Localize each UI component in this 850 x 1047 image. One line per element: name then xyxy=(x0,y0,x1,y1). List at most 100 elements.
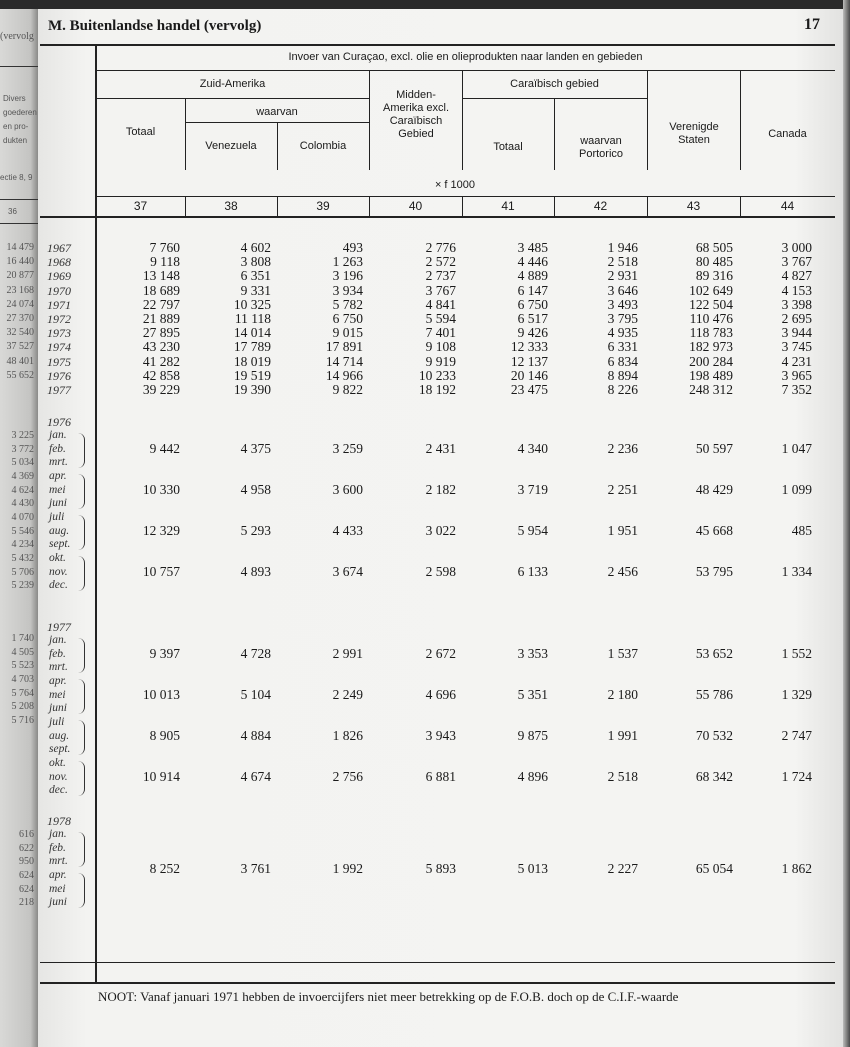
previous-page-column-heading: Divers goederen en pro- dukten xyxy=(3,92,37,148)
table-cell: 4 433 xyxy=(332,523,363,539)
previous-page-fragment: 5 706 xyxy=(11,566,35,578)
block-year-label: 1978 xyxy=(47,814,71,828)
table-cell: 2 931 xyxy=(607,268,638,284)
table-cell: 3 795 xyxy=(607,311,638,326)
table-cell: 3 000 xyxy=(781,240,812,255)
previous-page-fragment: 5 239 xyxy=(11,580,35,592)
month-label: feb. xyxy=(49,442,66,455)
table-cell: 55 786 xyxy=(695,687,733,703)
table-cell: 19 519 xyxy=(233,367,271,383)
previous-page-fragment: 1 740 xyxy=(11,633,35,644)
previous-page-section-fragment: ectie 8, 9 xyxy=(0,173,33,182)
table-cell: 485 xyxy=(791,523,812,539)
table-cell: 4 340 xyxy=(517,441,548,457)
block-year-label: 1977 xyxy=(47,620,71,634)
previous-page-fragment: 55 652 xyxy=(6,369,35,381)
divider xyxy=(0,223,38,224)
table-cell: 182 973 xyxy=(689,339,733,355)
table-cell: 3 808 xyxy=(240,254,271,270)
table-cell: 1 946 xyxy=(607,240,638,255)
column-divider xyxy=(462,70,463,170)
table-cell: 4 674 xyxy=(240,769,271,785)
table-cell: 3 943 xyxy=(425,728,456,744)
table-cell: 4 841 xyxy=(425,296,456,312)
table-cell: 4 153 xyxy=(781,282,812,298)
table-cell: 1 552 xyxy=(781,646,812,662)
table-cell: 18 192 xyxy=(418,382,456,397)
table-cell: 3 398 xyxy=(781,296,812,312)
month-label: apr. xyxy=(49,469,67,482)
table-cell: 5 893 xyxy=(425,860,456,876)
table-cell: 53 795 xyxy=(695,564,733,580)
table-cell: 2 249 xyxy=(332,687,363,703)
month-label: aug. xyxy=(49,524,70,537)
month-label: juli xyxy=(49,510,65,523)
table-cell: 110 476 xyxy=(689,311,733,326)
month-label: juli xyxy=(49,715,65,728)
column-divider xyxy=(277,122,278,170)
row-year-label: 1975 xyxy=(47,354,71,369)
row-year-label: 1969 xyxy=(47,269,71,284)
column-divider xyxy=(462,196,463,217)
table-cell: 2 251 xyxy=(607,482,638,498)
table-cell: 3 944 xyxy=(781,325,812,341)
month-label: dec. xyxy=(49,579,68,592)
table-cell: 4 446 xyxy=(517,254,548,270)
table-cell: 6 331 xyxy=(607,339,638,355)
header-midden-amerika: Midden-Amerika excl. Caraïbisch Gebied xyxy=(382,89,450,140)
table-cell: 8 226 xyxy=(607,382,638,397)
month-label: feb. xyxy=(49,841,66,854)
row-year-label: 1974 xyxy=(47,340,71,355)
brace-icon xyxy=(78,638,85,673)
column-divider xyxy=(369,196,370,217)
table-cell: 12 333 xyxy=(510,339,548,355)
table-cell: 9 822 xyxy=(332,382,363,397)
table-cell: 4 958 xyxy=(240,482,271,498)
month-label: sept. xyxy=(49,743,71,756)
heading-line: Divers xyxy=(3,94,26,103)
table-cell: 3 259 xyxy=(332,441,363,457)
table-cell: 13 148 xyxy=(142,268,180,284)
note-rule xyxy=(40,982,835,984)
previous-page-column-number: 36 xyxy=(8,207,17,216)
table-title: Invoer van Curaçao, excl. olie en oliepr… xyxy=(288,51,643,63)
table-cell: 6 517 xyxy=(517,311,548,326)
table-cell: 2 598 xyxy=(425,564,456,580)
table-cell: 11 118 xyxy=(234,311,271,326)
table-cell: 53 652 xyxy=(695,646,733,662)
table-cell: 9 108 xyxy=(425,339,456,355)
previous-page-fragment: 624 xyxy=(19,869,34,881)
previous-page-fragment: 950 xyxy=(19,856,34,868)
table-cell: 9 015 xyxy=(332,325,363,341)
previous-page-fragment: 624 xyxy=(19,883,34,895)
previous-page-fragment: 5 764 xyxy=(11,687,35,699)
column-number: 39 xyxy=(316,199,330,213)
table-cell: 65 054 xyxy=(695,860,733,876)
brace-icon xyxy=(78,473,85,509)
previous-page-fragment: 37 527 xyxy=(6,341,35,353)
month-label: okt. xyxy=(49,551,66,564)
previous-page-fragment: 4 234 xyxy=(11,539,35,551)
column-divider xyxy=(740,196,741,217)
header-verenigde-staten: Verenigde Staten xyxy=(669,121,719,146)
table-cell: 2 227 xyxy=(607,860,638,876)
table-cell: 2 518 xyxy=(607,254,638,270)
table-cell: 1 263 xyxy=(332,254,363,270)
table-cell: 1 992 xyxy=(332,860,363,876)
previous-page-fragment: 5 208 xyxy=(11,701,35,713)
month-label: sept. xyxy=(49,538,71,551)
previous-page-fragment: 218 xyxy=(19,897,34,909)
table-cell: 493 xyxy=(342,240,363,255)
table-cell: 21 889 xyxy=(142,311,180,326)
month-label: juni xyxy=(49,896,67,909)
month-label: apr. xyxy=(49,674,67,687)
table-cell: 18 689 xyxy=(142,282,180,298)
header-venezuela: Venezuela xyxy=(205,140,257,152)
header-waarvan: waarvan xyxy=(256,106,298,118)
previous-page-margin: (vervolg Divers goederen en pro- dukten … xyxy=(0,9,38,1047)
table-cell: 3 761 xyxy=(240,860,271,876)
table-cell: 4 889 xyxy=(517,268,548,284)
previous-page-header-fragment: (vervolg xyxy=(0,31,34,42)
table-cell: 118 783 xyxy=(689,325,733,341)
previous-page-fragment: 16 440 xyxy=(6,256,35,268)
